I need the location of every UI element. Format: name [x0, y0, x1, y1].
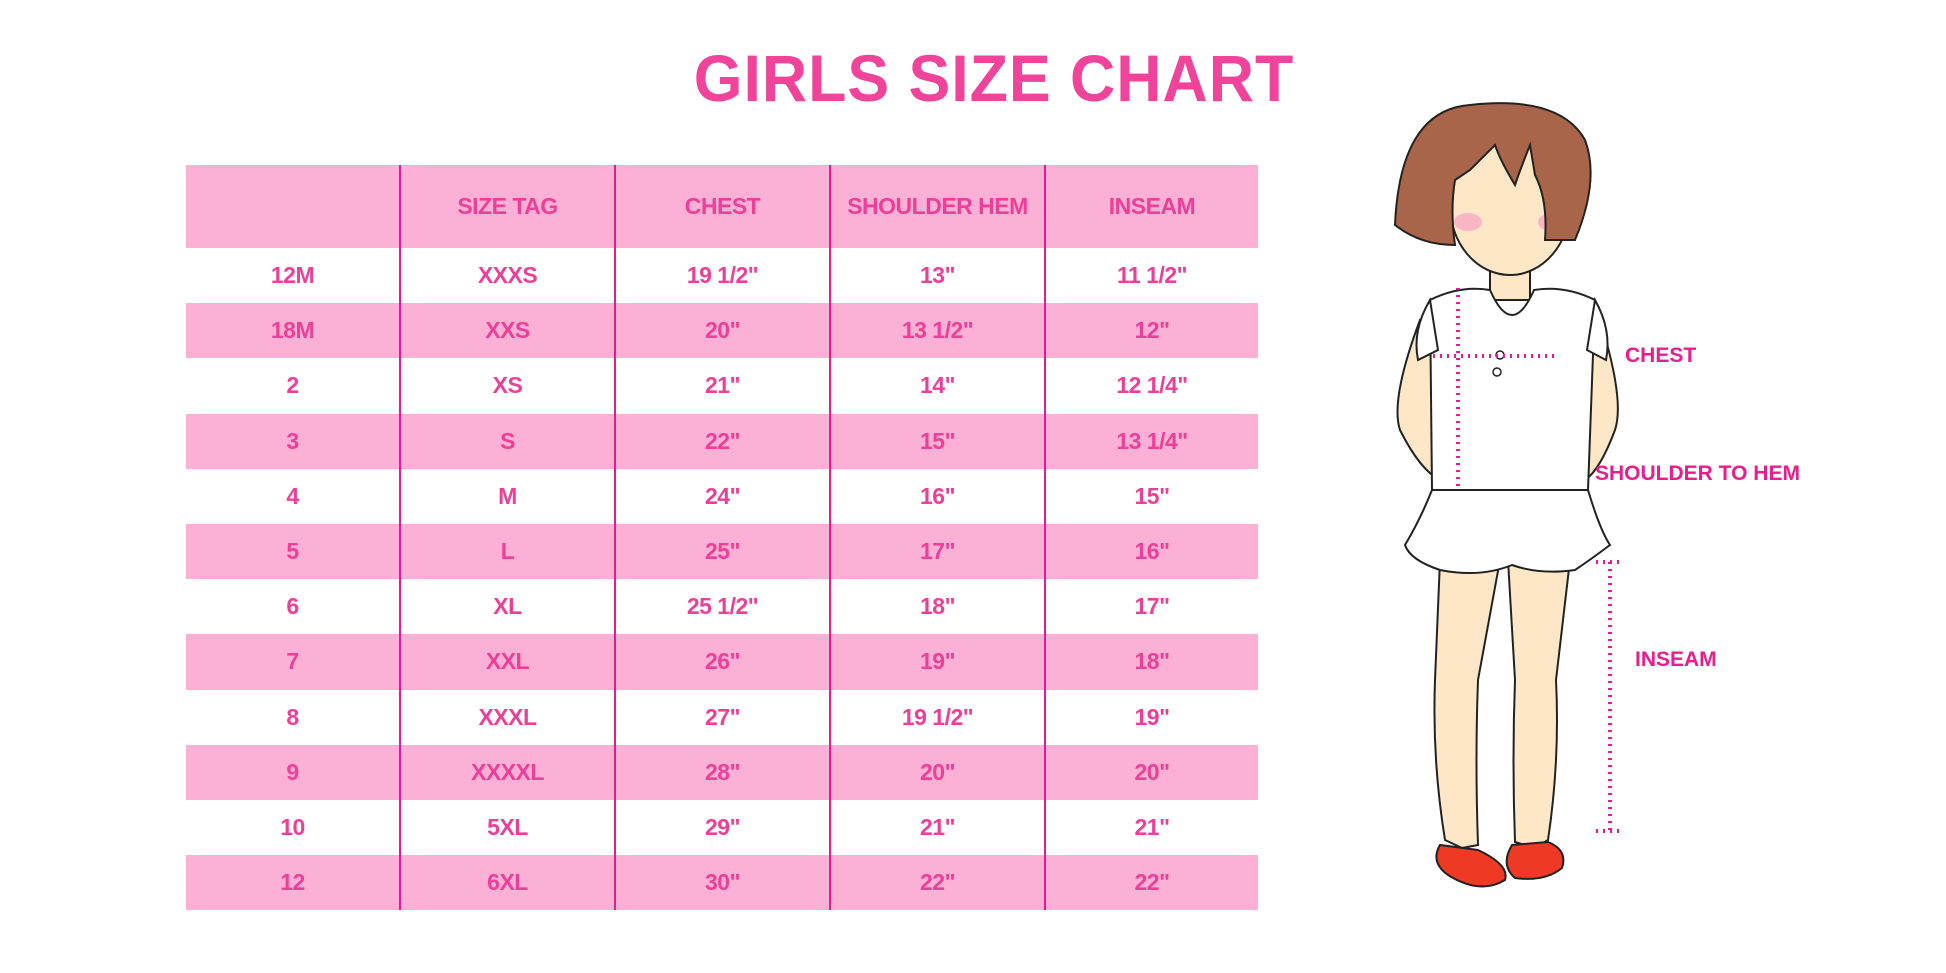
cell-size-tag: XXL — [399, 634, 615, 690]
right-leg — [1506, 559, 1572, 850]
table-row: 7 XXL 26" 19" 18" — [186, 634, 1258, 690]
cell-size-tag: XXS — [399, 303, 615, 359]
cell-inseam: 17" — [1044, 579, 1258, 635]
left-leg — [1433, 559, 1502, 850]
cell-size-tag: 6XL — [399, 855, 615, 911]
table-row: 5 L 25" 17" 16" — [186, 523, 1258, 580]
cell-size-tag: L — [399, 523, 615, 580]
cell-chest: 21" — [614, 358, 830, 414]
cell-inseam: 13 1/4" — [1044, 413, 1258, 469]
cell-size: 4 — [286, 482, 299, 509]
cell-shoulder-hem: 13" — [829, 248, 1045, 304]
cell-chest: 25 1/2" — [614, 579, 830, 635]
cell-size-tag: XL — [399, 579, 615, 635]
cell-size: 7 — [186, 634, 400, 690]
cell-size: 6 — [286, 593, 299, 620]
title-text: GIRLS SIZE CHART — [693, 41, 1295, 115]
cell-shoulder-hem: 19" — [829, 634, 1045, 690]
cell-inseam: 12" — [1044, 303, 1258, 359]
table-row: 3 S 22" 15" 13 1/4" — [186, 413, 1258, 469]
size-chart-table: SIZE TAG CHEST SHOULDER HEM INSEAM 12M XX… — [186, 165, 1258, 911]
table-row: 9 XXXXL 28" 20" 20" — [186, 744, 1258, 800]
cell-size: 9 — [186, 744, 400, 800]
cell-inseam: 11 1/2" — [1044, 248, 1258, 304]
cell-inseam: 15" — [1044, 468, 1258, 524]
bloomers — [1403, 489, 1612, 574]
cell-size-tag: XXXL — [399, 689, 615, 745]
header-size — [186, 165, 400, 248]
cell-shoulder-hem: 17" — [829, 523, 1045, 580]
cell-inseam: 18" — [1044, 634, 1258, 690]
left-shoe-icon — [1435, 843, 1507, 888]
hair — [1393, 102, 1592, 247]
cell-shoulder-hem: 18" — [829, 579, 1045, 635]
cell-inseam: 16" — [1044, 523, 1258, 580]
header-shoulder-hem: SHOULDER HEM — [829, 165, 1045, 248]
cell-size: 10 — [280, 813, 305, 840]
cell-inseam: 19" — [1044, 689, 1258, 745]
cell-inseam: 22" — [1044, 855, 1258, 911]
cell-chest: 24" — [614, 468, 830, 524]
cell-size: 18M — [186, 303, 400, 359]
cell-shoulder-hem: 20" — [829, 744, 1045, 800]
cell-size-tag: XXXXL — [399, 744, 615, 800]
cell-size-tag: XXXS — [399, 248, 615, 304]
cell-shoulder-hem: 16" — [829, 468, 1045, 524]
table-row: 2 XS 21" 14" 12 1/4" — [186, 358, 1258, 414]
cell-inseam: 12 1/4" — [1044, 358, 1258, 414]
cell-size: 5 — [186, 523, 400, 580]
cell-chest: 25" — [614, 523, 830, 580]
cell-chest: 19 1/2" — [614, 248, 830, 304]
inseam-label: INSEAM — [1635, 648, 1717, 671]
cell-size-tag: XS — [399, 358, 615, 414]
cell-chest: 30" — [614, 855, 830, 911]
cell-shoulder-hem: 13 1/2" — [829, 303, 1045, 359]
cell-size-tag: M — [399, 468, 615, 524]
cell-shoulder-hem: 15" — [829, 413, 1045, 469]
cell-shoulder-hem: 14" — [829, 358, 1045, 414]
cell-shoulder-hem: 22" — [829, 855, 1045, 911]
cell-size-tag: 5XL — [399, 799, 615, 856]
cell-size: 3 — [186, 413, 400, 469]
table-row: 10 5XL 29" 21" 21" — [186, 799, 1258, 856]
cell-shoulder-hem: 21" — [829, 799, 1045, 856]
table-row: 18M XXS 20" 13 1/2" 12" — [186, 303, 1258, 359]
header-chest: CHEST — [614, 165, 830, 248]
table-row: 4 M 24" 16" 15" — [186, 468, 1258, 524]
cell-size: 8 — [286, 703, 299, 730]
cell-size: 12M — [270, 262, 315, 289]
table-row: 6 XL 25 1/2" 18" 17" — [186, 579, 1258, 635]
dress-top — [1428, 287, 1597, 491]
cell-shoulder-hem: 19 1/2" — [829, 689, 1045, 745]
table-row: 8 XXXL 27" 19 1/2" 19" — [186, 689, 1258, 745]
cell-size-tag: S — [399, 413, 615, 469]
chest-label: CHEST — [1625, 344, 1697, 367]
cell-chest: 20" — [614, 303, 830, 359]
header-size-tag: SIZE TAG — [399, 165, 615, 248]
table-row: 12M XXXS 19 1/2" 13" 11 1/2" — [186, 248, 1258, 304]
table-row: 12 6XL 30" 22" 22" — [186, 855, 1258, 911]
shoulder-to-hem-label: SHOULDER TO HEM — [1595, 462, 1800, 485]
cell-size: 2 — [286, 372, 299, 399]
cell-inseam: 20" — [1044, 744, 1258, 800]
cell-chest: 22" — [614, 413, 830, 469]
cell-chest: 29" — [614, 799, 830, 856]
cell-size: 12 — [186, 855, 400, 911]
cell-chest: 27" — [614, 689, 830, 745]
cell-chest: 28" — [614, 744, 830, 800]
right-shoe-icon — [1505, 840, 1565, 880]
cell-inseam: 21" — [1044, 799, 1258, 856]
header-row: SIZE TAG CHEST SHOULDER HEM INSEAM — [186, 165, 1258, 248]
header-inseam: INSEAM — [1044, 165, 1258, 248]
cell-chest: 26" — [614, 634, 830, 690]
